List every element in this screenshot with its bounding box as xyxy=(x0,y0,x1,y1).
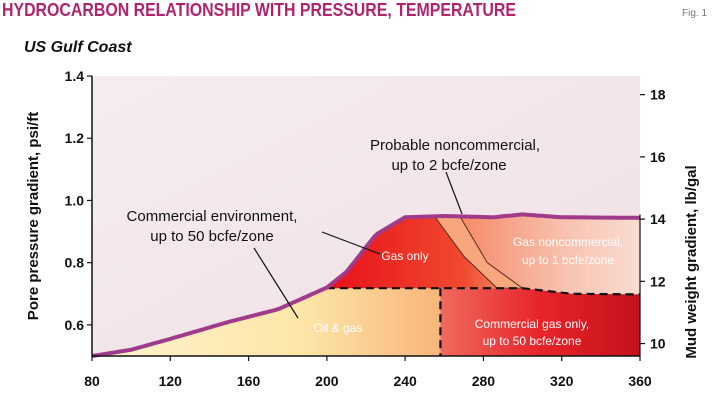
y-tick-label: 0.6 xyxy=(65,317,85,333)
annotation-oil-gas: Oil & gas xyxy=(314,321,363,335)
annotation-commercial-gas-only: Commercial gas only, xyxy=(475,317,589,331)
x-tick-label: 320 xyxy=(550,373,574,389)
chart-title: HYDROCARBON RELATIONSHIP WITH PRESSURE, … xyxy=(2,0,516,20)
y2-tick-label: 14 xyxy=(650,211,666,227)
x-tick-label: 200 xyxy=(315,373,339,389)
annotation-commercial-range: up to 50 bcfe/zone xyxy=(150,228,273,245)
annotation-probable-noncommercial: Probable noncommercial, xyxy=(370,137,540,154)
y2-axis-label: Mud weight gradient, lb/gal xyxy=(683,165,700,358)
y-tick-label: 1.2 xyxy=(65,130,85,146)
y2-tick-label: 16 xyxy=(650,149,666,165)
annotation-commercial-environment: Commercial environment, xyxy=(127,208,298,225)
chart-subtitle: US Gulf Coast xyxy=(24,39,132,56)
gas-oil-dashed-boundary xyxy=(326,287,641,296)
x-tick-label: 160 xyxy=(237,373,261,389)
figure-label: Fig. 1 xyxy=(682,8,707,19)
annotation-commercial-gas-range: up to 50 bcfe/zone xyxy=(483,334,582,348)
y-axis-label: Pore pressure gradient, psi/ft xyxy=(25,112,42,320)
gas-only-region xyxy=(326,216,523,289)
x-tick-label: 280 xyxy=(472,373,496,389)
y2-tick-label: 12 xyxy=(650,273,666,289)
pressure-boundary-curve xyxy=(91,212,641,358)
x-tick-label: 360 xyxy=(628,373,652,389)
pointer-probable xyxy=(445,171,463,215)
annotation-gas-noncommercial-range: up to 1 bcfe/zone xyxy=(522,253,614,267)
x-tick-label: 120 xyxy=(159,373,183,389)
commercial-gas-only-region xyxy=(440,288,640,356)
annotation-gas-only: Gas only xyxy=(381,249,428,263)
y-tick-label: 1.0 xyxy=(65,192,85,208)
annotation-gas-noncommercial: Gas noncommercial, xyxy=(513,235,623,249)
y-tick-label: 0.8 xyxy=(65,255,85,271)
pointer-commercial-env xyxy=(253,247,299,319)
annotation-probable-range: up to 2 bcfe/zone xyxy=(391,157,506,174)
y-tick-label: 1.4 xyxy=(65,68,85,84)
x-tick-label: 240 xyxy=(393,373,417,389)
pointer-commercial-gas-only-label xyxy=(321,231,381,255)
x-tick-label: 80 xyxy=(84,373,100,389)
commercial-environment-region xyxy=(92,287,441,356)
y2-tick-label: 18 xyxy=(650,87,666,103)
gas-noncommercial-region xyxy=(459,214,640,295)
y2-tick-label: 10 xyxy=(650,336,666,352)
